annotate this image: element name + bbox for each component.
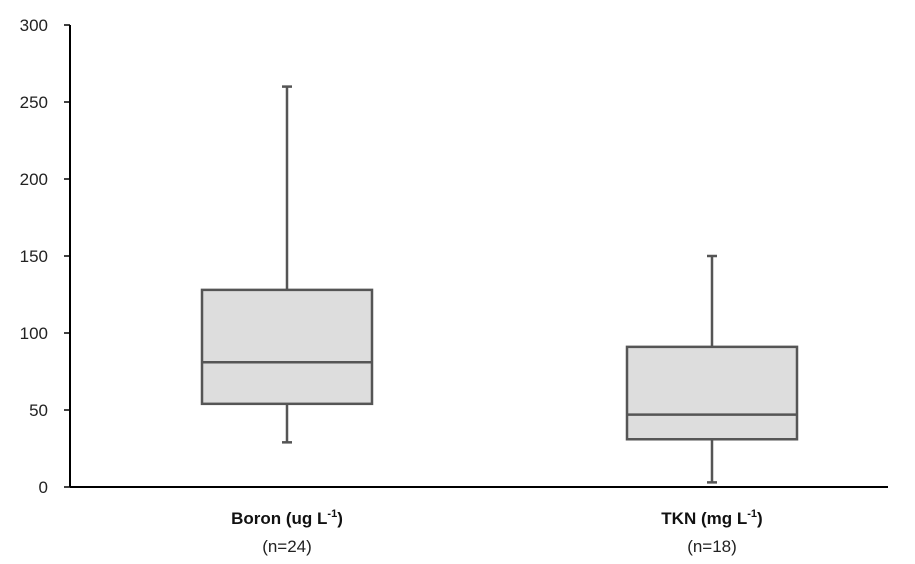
category-label-close: ): [337, 509, 343, 528]
y-tick-label: 150: [20, 247, 48, 266]
y-tick-label: 100: [20, 324, 48, 343]
category-label-superscript: -1: [327, 508, 337, 520]
category-labels: Boron (ug L-1)(n=24)TKN (mg L-1)(n=18): [231, 508, 763, 556]
category-label-close: ): [757, 509, 763, 528]
y-tick-label: 50: [29, 401, 48, 420]
category-label: TKN (mg L-1): [661, 508, 762, 528]
iqr-box: [625, 345, 799, 441]
iqr-box: [200, 288, 374, 406]
sample-size-label: (n=24): [262, 537, 312, 556]
category-label-superscript: -1: [747, 508, 757, 520]
axes: 0 50 100 150 200 250 300: [20, 16, 888, 497]
box-group: [200, 85, 374, 444]
y-tick-label: 0: [39, 478, 48, 497]
category-label-text: TKN (mg L: [661, 509, 747, 528]
category-label-text: Boron (ug L: [231, 509, 327, 528]
boxes: [200, 85, 799, 484]
category-label: Boron (ug L-1): [231, 508, 343, 528]
y-tick-label: 200: [20, 170, 48, 189]
y-tick-label: 250: [20, 93, 48, 112]
box-group: [625, 254, 799, 484]
sample-size-label: (n=18): [687, 537, 737, 556]
y-tick-label: 300: [20, 16, 48, 35]
